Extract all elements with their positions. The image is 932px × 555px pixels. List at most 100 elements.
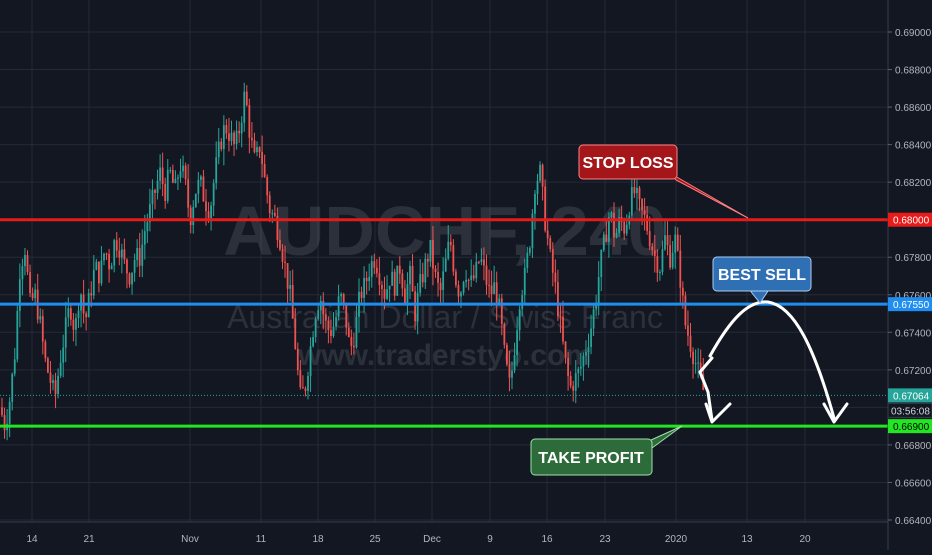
candle [579,353,582,376]
candle [169,167,172,174]
y-tick-label: 0.66400 [895,516,932,527]
level-price-text: 0.67550 [893,300,930,311]
level-lines[interactable] [0,218,888,428]
candle [347,322,350,338]
candle [455,268,457,288]
candle [284,245,286,278]
candle [1,397,3,418]
level-price-badge [888,419,932,434]
candle [434,265,437,278]
candle [312,331,314,348]
candle [493,265,496,295]
candle [187,164,190,218]
take-profit-callout[interactable]: TAKE PROFIT [530,425,683,476]
candle [143,214,146,260]
candle [210,201,212,231]
candle [643,198,646,231]
candle [664,219,666,251]
candle [41,309,44,355]
candle [222,115,225,166]
candle [309,337,312,393]
candle [518,305,521,341]
candle [245,85,248,107]
candle [449,234,452,252]
candle [49,360,52,394]
candle [258,146,261,159]
candle [220,138,223,152]
candle [263,154,266,178]
time-axis[interactable]: 14 21 Nov 11 18 25 Dec 9 16 23 2020 13 20 [0,521,888,545]
candle [238,121,241,143]
x-tick-label: 25 [369,534,381,545]
candle [324,308,327,334]
candle [656,249,659,282]
candle [21,258,24,296]
candle [304,386,307,397]
candle [414,285,416,330]
candle [322,292,325,330]
candle [447,225,450,261]
x-tick-label: 16 [541,534,553,545]
candle [281,244,284,270]
candle [381,280,383,306]
grid [0,0,888,522]
best-sell-callout[interactable]: BEST SELL [712,256,812,304]
candle [248,98,251,154]
candle [506,342,508,367]
candle [26,250,29,276]
candle [694,349,697,374]
price-badges: 0.68000 0.67550 0.66900 0.67064 03:56:08 [887,212,932,434]
level-price-badge [888,297,932,312]
last-price-badge [888,388,932,403]
candle [477,260,480,265]
candle [689,322,692,358]
candle [590,314,592,355]
candle [398,256,401,284]
x-tick-label: 13 [741,534,753,545]
best-sell-box [712,256,812,292]
candle [75,313,77,346]
x-tick-label: 20 [799,534,811,545]
candle [396,265,399,297]
candle [161,152,164,197]
candle [141,229,144,278]
candle [202,169,205,202]
candle [72,313,75,342]
candle [648,216,651,251]
candle [62,334,65,378]
candle [103,252,105,266]
candle [480,248,483,266]
candle [299,360,302,390]
candle [470,259,473,287]
candle [340,292,343,305]
candle [551,242,554,287]
candle [200,174,202,187]
countdown-badge [887,402,932,418]
candle [133,253,136,282]
forecast-arrows [698,300,849,424]
candle [156,169,159,200]
x-tick-label: 14 [26,534,38,545]
candle [651,243,654,256]
candle [569,371,572,389]
candle [217,128,220,165]
candle [636,179,638,210]
candle [577,366,580,388]
price-axis[interactable]: 0.69000 0.68800 0.68600 0.68400 0.68200 0.680… [887,0,932,550]
candle [373,253,376,275]
candle [166,159,169,204]
candle [437,262,439,297]
x-tick-label: 2020 [665,534,688,545]
candle [131,272,133,295]
candle [406,272,409,316]
stop-loss-callout[interactable]: STOP LOSS [578,144,749,219]
y-tick-label: 0.68800 [895,66,932,77]
candle [215,141,218,190]
candle [671,241,674,270]
candle [557,269,559,321]
candle [330,319,332,344]
candle [108,248,110,283]
candle [154,188,156,210]
